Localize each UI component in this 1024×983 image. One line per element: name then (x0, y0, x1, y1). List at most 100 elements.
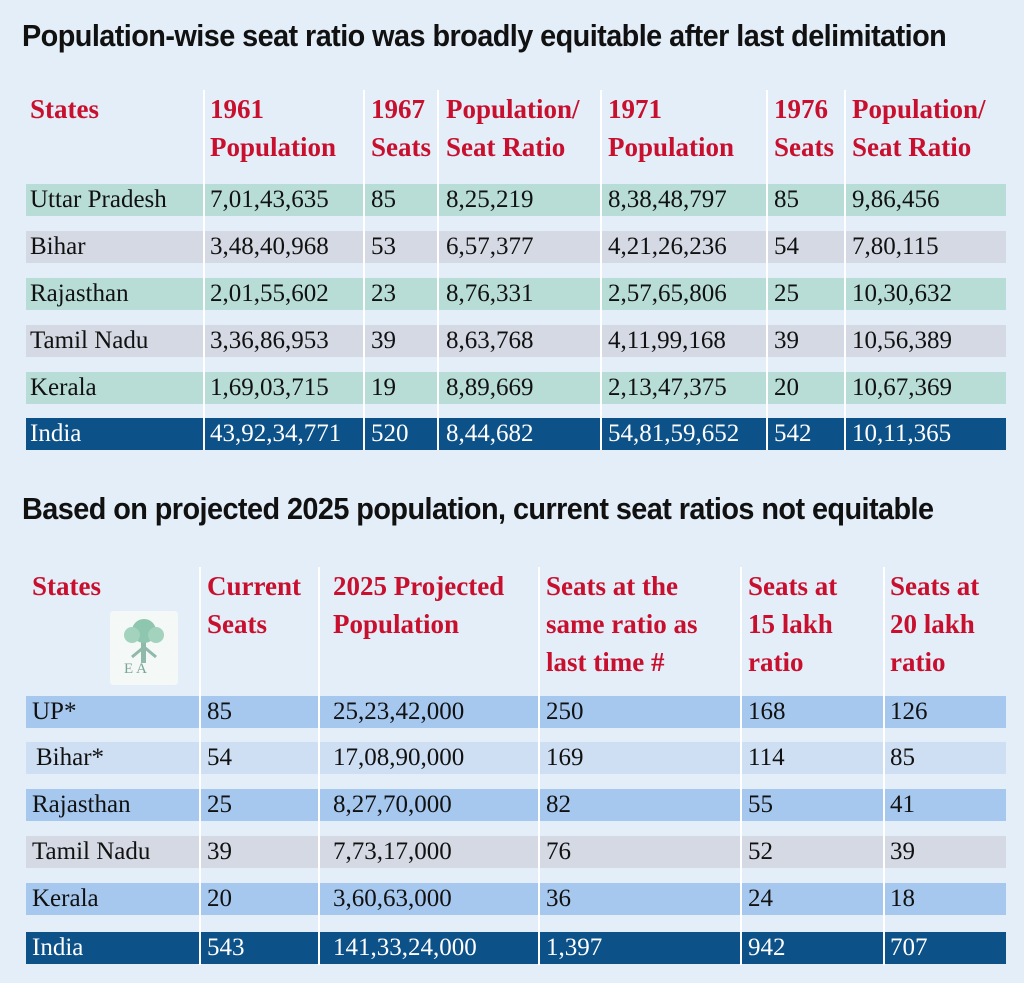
column-header-line: 15 lakh (748, 609, 833, 639)
column-header-line: 20 lakh (890, 609, 975, 639)
column-header-line: ratio (748, 647, 804, 677)
value-cell: 4,21,26,236 (608, 233, 727, 260)
column-header-line: Seats at (890, 571, 980, 601)
table-row: UP* 85 25,23,42,000 250 168 126 (26, 696, 1006, 728)
value-cell: 169 (546, 744, 584, 771)
state-cell: India (30, 420, 82, 447)
state-cell: India (32, 934, 84, 961)
column-header: States (30, 90, 99, 166)
column-header: 1976 Seats (774, 90, 834, 166)
value-cell: 4,11,99,168 (608, 327, 726, 354)
value-cell: 1,69,03,715 (210, 374, 329, 401)
column-header: 2025 Projected Population (333, 567, 504, 643)
value-cell: 85 (371, 186, 396, 213)
value-cell: 36 (546, 885, 571, 912)
value-cell: 25 (207, 791, 232, 818)
value-cell: 8,27,70,000 (333, 791, 452, 818)
value-cell: 250 (546, 698, 584, 725)
value-cell: 2,13,47,375 (608, 374, 727, 401)
column-header-line: Population (333, 609, 460, 639)
value-cell: 19 (371, 374, 396, 401)
column-header: Seats at the same ratio as last time # (546, 567, 697, 681)
column-header: 1961 Population (210, 90, 336, 166)
value-cell: 141,33,24,000 (333, 934, 477, 961)
value-cell: 542 (774, 420, 812, 447)
total-row: India 543 141,33,24,000 1,397 942 707 (26, 932, 1006, 964)
value-cell: 39 (774, 327, 799, 354)
value-cell: 114 (748, 744, 785, 771)
value-cell: 24 (748, 885, 773, 912)
column-divider (844, 90, 846, 450)
value-cell: 8,89,669 (446, 374, 534, 401)
state-cell: Bihar (30, 233, 86, 260)
column-header-line: Seat Ratio (852, 132, 972, 162)
value-cell: 7,01,43,635 (210, 186, 329, 213)
value-cell: 8,25,219 (446, 186, 534, 213)
table-row: Rajasthan 25 8,27,70,000 82 55 41 (26, 789, 1006, 821)
value-cell: 53 (371, 233, 396, 260)
state-cell: Kerala (32, 885, 99, 912)
column-header-line: Seat Ratio (446, 132, 566, 162)
state-cell: Bihar* (36, 744, 105, 771)
table1-title: Population-wise seat ratio was broadly e… (22, 18, 947, 53)
value-cell: 85 (207, 698, 232, 725)
column-divider (318, 567, 320, 965)
value-cell: 9,86,456 (852, 186, 940, 213)
value-cell: 126 (890, 698, 928, 725)
column-header-line: States (32, 571, 101, 601)
value-cell: 8,76,331 (446, 280, 534, 307)
value-cell: 25 (774, 280, 799, 307)
table-row: Bihar 3,48,40,968 53 6,57,377 4,21,26,236 54 7… (26, 231, 1006, 263)
column-header: Seats at 15 lakh ratio (748, 567, 837, 681)
value-cell: 7,80,115 (852, 233, 939, 260)
value-cell: 942 (748, 934, 786, 961)
column-header-line: Seats (207, 609, 267, 639)
value-cell: 85 (774, 186, 799, 213)
table-row: Bihar* 54 17,08,90,000 169 114 85 (26, 742, 1006, 774)
state-cell: Rajasthan (30, 280, 129, 307)
value-cell: 39 (890, 838, 915, 865)
value-cell: 2,57,65,806 (608, 280, 727, 307)
total-row: India 43,92,34,771 520 8,44,682 54,81,59,652… (26, 418, 1006, 450)
table-row: Rajasthan 2,01,55,602 23 8,76,331 2,57,65,80… (26, 278, 1006, 310)
value-cell: 3,60,63,000 (333, 885, 452, 912)
table-row: Uttar Pradesh 7,01,43,635 85 8,25,219 8,38,4… (26, 184, 1006, 216)
value-cell: 707 (890, 934, 928, 961)
value-cell: 168 (748, 698, 786, 725)
value-cell: 20 (207, 885, 232, 912)
table2-title: Based on projected 2025 population, curr… (22, 491, 934, 526)
column-header-line: 2025 Projected (333, 571, 505, 601)
column-header-line: same ratio as (546, 609, 698, 639)
value-cell: 10,30,632 (852, 280, 952, 307)
value-cell: 39 (371, 327, 396, 354)
value-cell: 6,57,377 (446, 233, 534, 260)
value-cell: 520 (371, 420, 409, 447)
value-cell: 10,67,369 (852, 374, 952, 401)
value-cell: 23 (371, 280, 396, 307)
value-cell: 20 (774, 374, 799, 401)
column-divider (363, 90, 365, 450)
column-header-line: Population/ (852, 94, 986, 124)
column-divider (203, 90, 205, 450)
table-row: Tamil Nadu 3,36,86,953 39 8,63,768 4,11,99,1… (26, 325, 1006, 357)
table-row: Kerala 1,69,03,715 19 8,89,669 2,13,47,375 20… (26, 372, 1006, 404)
column-divider (437, 90, 439, 450)
column-divider (600, 90, 602, 450)
value-cell: 8,63,768 (446, 327, 534, 354)
value-cell: 10,56,389 (852, 327, 952, 354)
value-cell: 41 (890, 791, 915, 818)
value-cell: 8,38,48,797 (608, 186, 727, 213)
column-header-line: States (30, 94, 99, 124)
column-header-line: 1967 (371, 94, 425, 124)
value-cell: 54 (207, 744, 232, 771)
value-cell: 3,36,86,953 (210, 327, 329, 354)
value-cell: 55 (748, 791, 773, 818)
state-cell: Tamil Nadu (32, 838, 151, 865)
column-header-line: Seats (371, 132, 431, 162)
value-cell: 10,11,365 (852, 420, 952, 447)
value-cell: 85 (890, 744, 915, 771)
column-header-line: Seats at (748, 571, 838, 601)
column-header-line: Current (207, 571, 301, 601)
column-header-line: Seats (774, 132, 834, 162)
value-cell: 76 (546, 838, 571, 865)
